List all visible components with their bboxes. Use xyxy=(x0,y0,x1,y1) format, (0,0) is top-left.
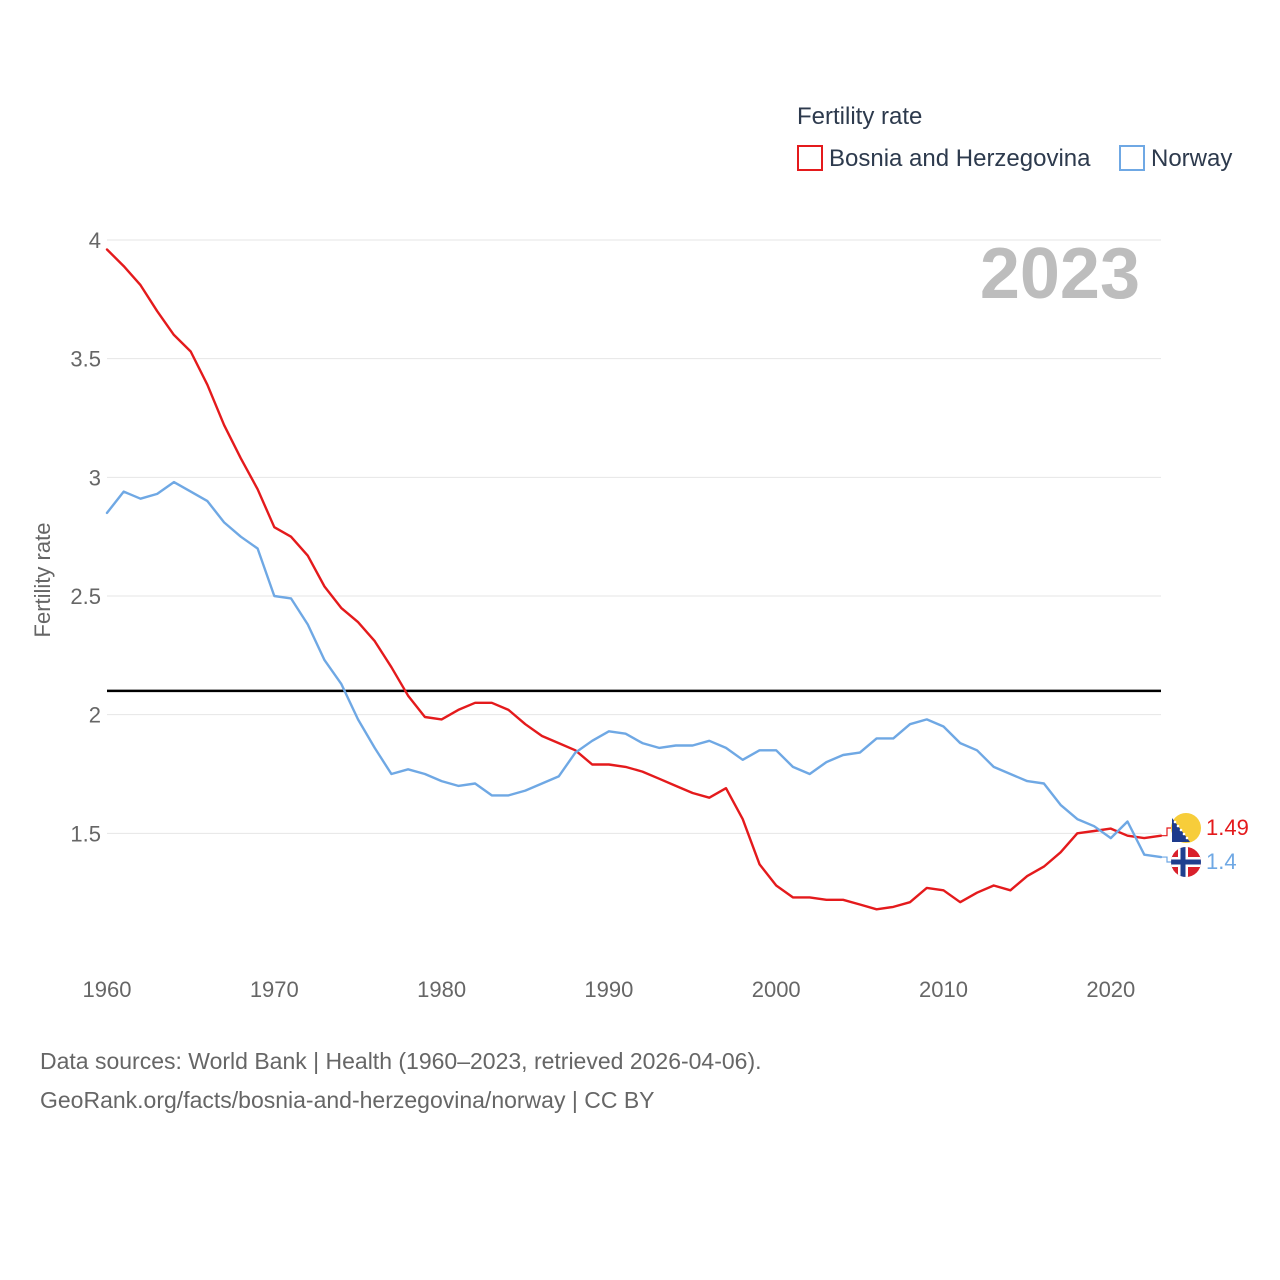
y-tick-label: 1.5 xyxy=(70,821,101,846)
end-label-norway: 1.4 xyxy=(1206,849,1237,874)
end-label-bosnia: 1.49 xyxy=(1206,815,1249,840)
y-axis-ticks: 1.5 2 2.5 3 3.5 4 xyxy=(70,228,101,846)
y-tick-label: 2.5 xyxy=(70,584,101,609)
y-tick-label: 3 xyxy=(89,465,101,490)
legend-title: Fertility rate xyxy=(797,103,922,130)
x-tick-label: 2000 xyxy=(752,977,801,1002)
norway-flag-icon xyxy=(1171,847,1201,877)
bosnia-flag-icon xyxy=(1171,813,1201,843)
legend-label-norway: Norway xyxy=(1151,145,1232,172)
legend-label-bosnia: Bosnia and Herzegovina xyxy=(829,145,1091,172)
legend-swatch-bosnia xyxy=(797,145,823,171)
end-markers: 1.49 1.4 xyxy=(1171,813,1249,877)
legend-item-bosnia[interactable]: Bosnia and Herzegovina xyxy=(797,145,1091,172)
series-lines xyxy=(105,248,1171,911)
grid-lines xyxy=(107,239,1161,834)
series-line-bosnia[interactable] xyxy=(105,248,1163,911)
legend-item-norway[interactable]: Norway xyxy=(1119,145,1232,172)
end-connector xyxy=(1161,827,1171,837)
chart: Fertility rate Bosnia and Herzegovina No… xyxy=(30,103,1249,1002)
x-tick-label: 2020 xyxy=(1086,977,1135,1002)
footer-sources: Data sources: World Bank | Health (1960–… xyxy=(40,1048,762,1074)
y-tick-label: 3.5 xyxy=(70,347,101,372)
legend-swatch-norway xyxy=(1119,145,1145,171)
x-axis-ticks: 1960 1970 1980 1990 2000 2010 2020 xyxy=(83,977,1136,1002)
y-tick-label: 2 xyxy=(89,703,101,728)
x-tick-label: 1980 xyxy=(417,977,466,1002)
year-label: 2023 xyxy=(980,234,1140,314)
x-tick-label: 1960 xyxy=(83,977,132,1002)
end-connector xyxy=(1161,856,1171,863)
footer: Data sources: World Bank | Health (1960–… xyxy=(40,1042,762,1120)
x-tick-label: 2010 xyxy=(919,977,968,1002)
y-tick-label: 4 xyxy=(89,228,101,253)
x-tick-label: 1990 xyxy=(584,977,633,1002)
x-tick-label: 1970 xyxy=(250,977,299,1002)
series-line-norway[interactable] xyxy=(105,480,1163,859)
footer-link[interactable]: GeoRank.org/facts/bosnia-and-herzegovina… xyxy=(40,1087,655,1113)
y-axis-title: Fertility rate xyxy=(30,523,55,638)
